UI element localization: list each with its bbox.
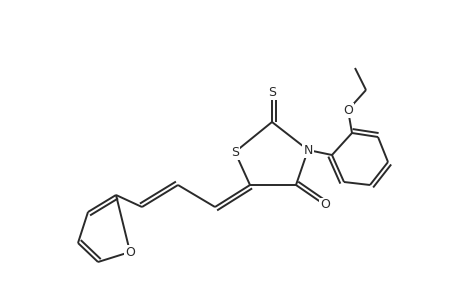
Text: S: S [268, 85, 275, 98]
Text: N: N [302, 143, 312, 157]
Text: O: O [319, 199, 329, 212]
Text: O: O [342, 103, 352, 116]
Text: S: S [230, 146, 239, 158]
Text: O: O [125, 245, 134, 259]
